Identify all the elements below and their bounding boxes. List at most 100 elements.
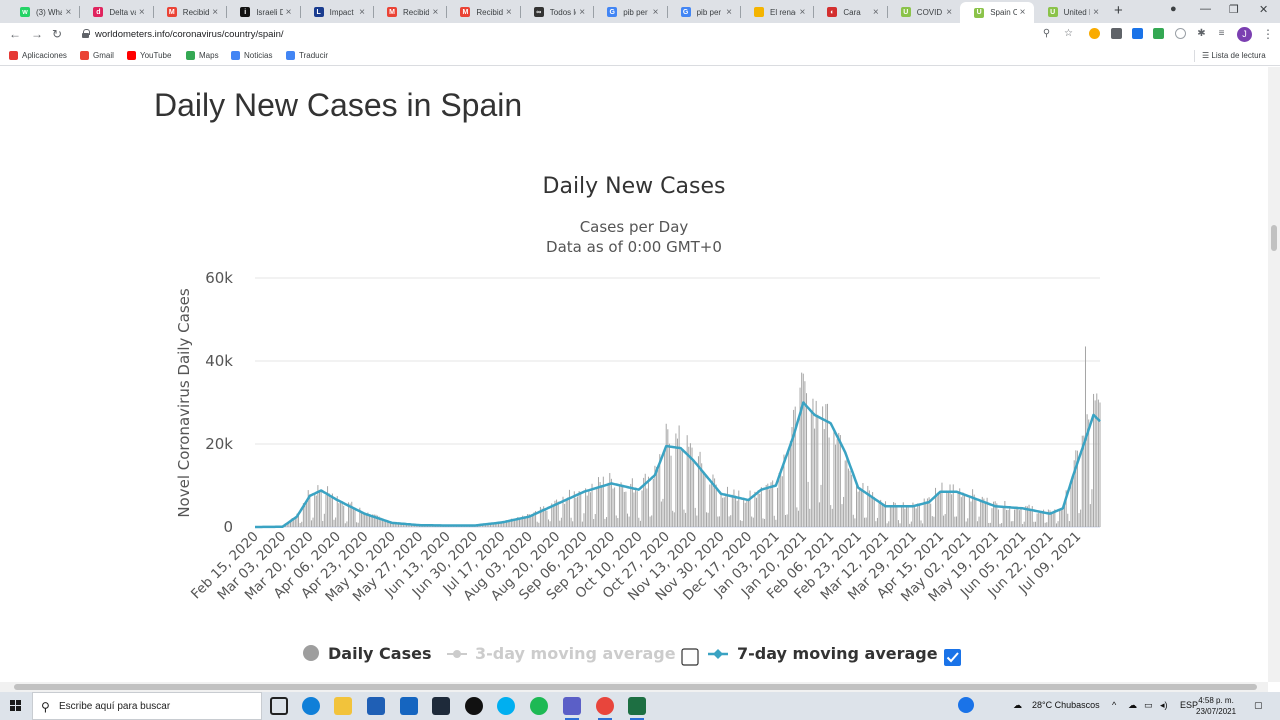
tray-chevron-icon[interactable]: ^ — [1112, 700, 1117, 710]
daily-case-bar[interactable] — [1022, 524, 1024, 527]
browser-tab[interactable]: L Impact o× — [300, 2, 373, 22]
daily-case-bar[interactable] — [494, 522, 496, 527]
daily-case-bar[interactable] — [830, 505, 832, 527]
close-tab-icon[interactable]: × — [1019, 7, 1026, 18]
daily-case-bar[interactable] — [581, 521, 583, 527]
daily-case-bar[interactable] — [1002, 507, 1004, 527]
daily-case-bar[interactable] — [717, 516, 719, 527]
daily-case-bar[interactable] — [894, 502, 896, 527]
daily-case-bar[interactable] — [849, 470, 851, 527]
daily-case-bar[interactable] — [510, 518, 512, 527]
daily-case-bar[interactable] — [804, 381, 806, 527]
network-icon[interactable]: ▭ — [1144, 700, 1153, 710]
close-tab-icon[interactable]: × — [799, 6, 806, 18]
daily-case-bar[interactable] — [1023, 521, 1025, 527]
daily-case-bar[interactable] — [922, 523, 924, 527]
daily-case-bar[interactable] — [602, 476, 604, 527]
daily-case-bar[interactable] — [659, 454, 661, 527]
daily-case-bar[interactable] — [885, 501, 887, 527]
daily-case-bar[interactable] — [385, 521, 387, 527]
avg3-checkbox[interactable] — [681, 648, 699, 666]
daily-case-bar[interactable] — [296, 513, 298, 527]
daily-case-bar[interactable] — [293, 519, 295, 527]
extension-icon[interactable] — [1132, 28, 1143, 39]
daily-case-bar[interactable] — [806, 393, 808, 527]
daily-case-bar[interactable] — [933, 516, 935, 527]
daily-case-bar[interactable] — [1067, 513, 1069, 527]
daily-case-bar[interactable] — [356, 522, 358, 527]
close-window-icon[interactable]: ✕ — [1259, 4, 1269, 16]
task-view-icon[interactable] — [270, 697, 288, 715]
daily-case-bar[interactable] — [893, 502, 895, 527]
daily-case-bar[interactable] — [298, 514, 300, 527]
url-text[interactable]: worldometers.info/coronavirus/country/sp… — [95, 29, 284, 40]
daily-case-bar[interactable] — [306, 502, 308, 527]
daily-case-bar[interactable] — [991, 508, 993, 527]
daily-case-bar[interactable] — [302, 503, 304, 527]
daily-case-bar[interactable] — [656, 466, 658, 527]
avg7-checkbox[interactable] — [944, 649, 961, 666]
daily-case-bar[interactable] — [826, 403, 828, 527]
daily-case-bar[interactable] — [691, 447, 693, 527]
browser-tab[interactable]: d Delta va× — [79, 2, 152, 22]
daily-case-bar[interactable] — [483, 524, 485, 527]
browser-tab[interactable]: M Recibido× — [446, 2, 519, 22]
daily-case-bar[interactable] — [496, 523, 498, 527]
extension-icon[interactable] — [1089, 28, 1100, 39]
daily-case-bar[interactable] — [294, 517, 296, 527]
daily-case-bar[interactable] — [905, 505, 907, 527]
daily-case-bar[interactable] — [401, 523, 403, 527]
daily-case-bar[interactable] — [901, 505, 903, 527]
daily-case-bar[interactable] — [1070, 482, 1072, 527]
daily-case-bar[interactable] — [810, 412, 812, 527]
daily-case-bar[interactable] — [649, 516, 651, 527]
daily-case-bar[interactable] — [683, 509, 685, 527]
daily-case-bar[interactable] — [570, 517, 572, 527]
daily-case-bar[interactable] — [783, 454, 785, 527]
daily-case-bar[interactable] — [351, 501, 353, 527]
daily-case-bar[interactable] — [288, 522, 290, 527]
browser-tab[interactable]: ∞ Todos lo× — [520, 2, 593, 22]
daily-case-bar[interactable] — [752, 517, 754, 527]
daily-case-bar[interactable] — [525, 516, 527, 527]
daily-case-bar[interactable] — [325, 494, 327, 527]
daily-case-bar[interactable] — [1043, 509, 1045, 527]
daily-case-bar[interactable] — [1099, 402, 1101, 528]
daily-case-bar[interactable] — [623, 491, 625, 527]
daily-case-bar[interactable] — [556, 499, 558, 527]
daily-case-bar[interactable] — [589, 492, 591, 527]
daily-case-bar[interactable] — [630, 483, 632, 527]
daily-case-bar[interactable] — [331, 493, 333, 527]
daily-case-bar[interactable] — [857, 491, 859, 527]
daily-case-bar[interactable] — [930, 503, 932, 527]
daily-case-bar[interactable] — [1068, 521, 1070, 527]
daily-case-bar[interactable] — [665, 423, 667, 527]
close-tab-icon[interactable]: × — [1093, 6, 1099, 18]
daily-case-bar[interactable] — [396, 523, 398, 527]
daily-case-bar[interactable] — [320, 490, 322, 527]
daily-case-bar[interactable] — [872, 492, 874, 527]
daily-case-bar[interactable] — [996, 503, 998, 527]
daily-case-bar[interactable] — [393, 522, 395, 527]
daily-case-bar[interactable] — [488, 523, 490, 527]
daily-case-bar[interactable] — [964, 494, 966, 527]
daily-case-bar[interactable] — [539, 506, 541, 527]
daily-case-bar[interactable] — [943, 515, 945, 527]
daily-case-bar[interactable] — [694, 507, 696, 527]
daily-case-bar[interactable] — [607, 482, 609, 527]
daily-case-bar[interactable] — [346, 521, 348, 527]
daily-case-bar[interactable] — [1091, 489, 1093, 527]
close-tab-icon[interactable]: × — [138, 6, 145, 18]
daily-case-bar[interactable] — [841, 504, 843, 527]
daily-case-bar[interactable] — [780, 468, 782, 527]
close-tab-icon[interactable]: × — [505, 6, 512, 18]
daily-case-bar[interactable] — [993, 501, 995, 527]
daily-case-bar[interactable] — [972, 489, 974, 527]
daily-case-bar[interactable] — [1094, 400, 1096, 527]
daily-case-bar[interactable] — [944, 514, 946, 527]
daily-case-bar[interactable] — [823, 429, 825, 527]
daily-case-bar[interactable] — [596, 488, 598, 527]
bookmark-translate[interactable]: Traducir — [286, 51, 328, 60]
daily-case-bar[interactable] — [341, 501, 343, 527]
daily-case-bar[interactable] — [707, 512, 709, 527]
